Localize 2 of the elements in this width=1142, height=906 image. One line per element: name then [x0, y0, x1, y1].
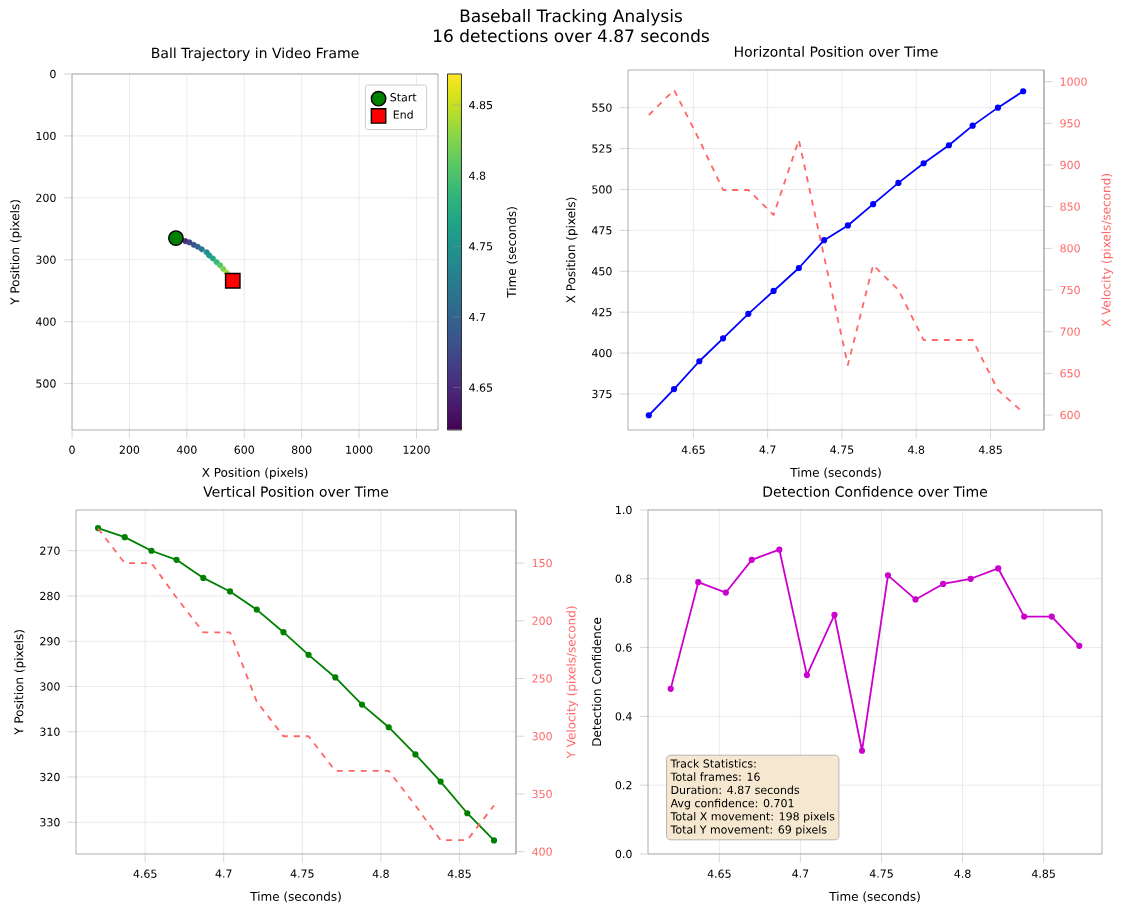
text: Baseball Tracking Analysis	[460, 9, 683, 26]
text: 16 detections over 4.87 seconds	[434, 29, 709, 43]
